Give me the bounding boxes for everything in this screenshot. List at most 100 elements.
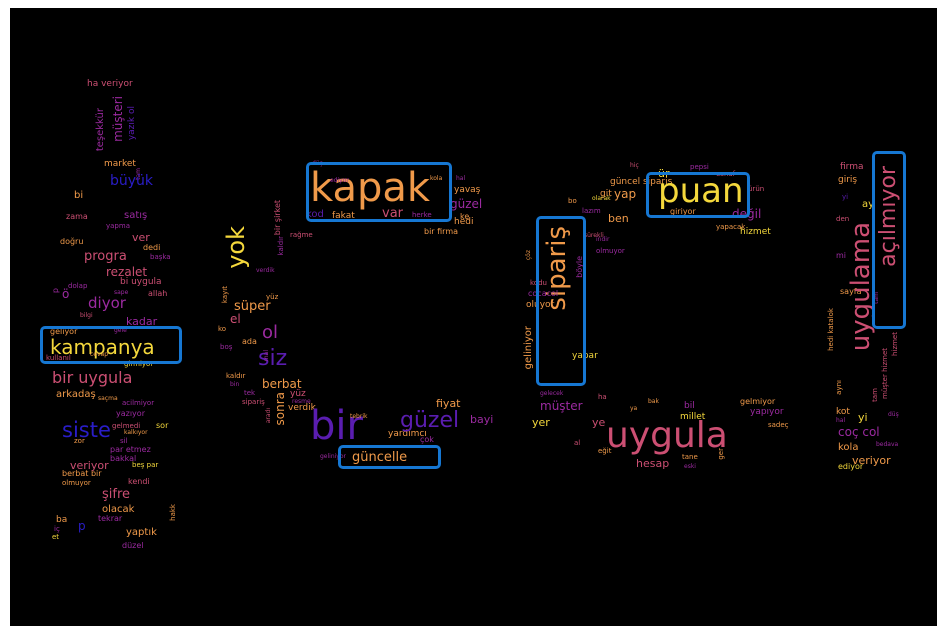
- word: mal: [263, 350, 270, 362]
- word: sor: [156, 421, 169, 430]
- word: saçma: [98, 395, 118, 402]
- word: p: [10, 8, 11, 9]
- word: et: [52, 533, 60, 541]
- word: ke: [460, 212, 470, 221]
- word: ko: [218, 325, 227, 333]
- word: yi: [842, 193, 849, 201]
- word: olarak: [592, 195, 611, 202]
- word: kampanya: [50, 335, 155, 359]
- word: iç: [54, 525, 60, 533]
- word: pepsi: [690, 163, 709, 171]
- word: hal: [456, 175, 466, 182]
- word: şifre: [102, 487, 131, 502]
- word: kalkıyor: [124, 429, 148, 436]
- word: yardımcı: [388, 429, 427, 439]
- word: ye: [592, 416, 606, 429]
- word: ha veriyor: [87, 79, 133, 89]
- word: boş: [220, 343, 233, 351]
- word: bedava: [876, 441, 899, 448]
- word: büyük: [110, 173, 154, 189]
- word: giriyor: [670, 207, 696, 216]
- word: satış: [124, 210, 148, 221]
- word: hedi: [454, 217, 474, 227]
- word: ben: [608, 212, 629, 225]
- word: p: [51, 288, 60, 294]
- highlight-acilmiyor: [872, 151, 906, 329]
- word: yapma: [106, 222, 130, 230]
- word: coç col: [838, 425, 880, 439]
- word: firma: [840, 162, 864, 172]
- word: yapıyor: [750, 407, 784, 417]
- word: sonra: [273, 392, 287, 426]
- word: yi: [858, 411, 868, 424]
- word: ürün: [748, 185, 765, 193]
- word: bir firma: [10, 8, 15, 9]
- word: sadeç: [768, 421, 789, 429]
- word: diyor: [88, 294, 126, 312]
- word: sil: [120, 437, 128, 445]
- word: zor: [74, 437, 85, 445]
- word: progra: [84, 249, 127, 264]
- word: al: [574, 439, 581, 447]
- word: müşter: [540, 399, 583, 413]
- word: gelecek: [540, 390, 564, 397]
- word: lazım: [582, 207, 601, 215]
- word: ediyor: [330, 177, 349, 184]
- word: p: [78, 519, 86, 533]
- word: git: [600, 189, 612, 199]
- word: bayi: [470, 413, 494, 426]
- word: veriyor: [70, 459, 109, 472]
- word: bi uygula: [120, 277, 162, 287]
- word: ha: [598, 393, 607, 401]
- word: par etmez: [110, 445, 151, 454]
- word: ediyor: [838, 462, 864, 471]
- word: ö: [62, 287, 70, 301]
- word: güzel: [400, 408, 460, 433]
- word: berbat: [262, 377, 302, 391]
- word-cloud-canvas: ha veriyor teşekkür müşteri yazık ol mar…: [10, 8, 937, 626]
- word: verdik: [288, 403, 316, 413]
- word: ol: [10, 8, 11, 9]
- word: sayfa: [840, 287, 862, 296]
- word: kadar: [126, 315, 158, 328]
- word: kola: [430, 175, 443, 182]
- word: tebrik: [350, 413, 368, 420]
- word: ger: [717, 448, 725, 460]
- word: rezalet: [106, 265, 148, 279]
- word: puan: [658, 171, 744, 211]
- word: arkadaş: [56, 389, 96, 400]
- word: siz: [258, 346, 288, 371]
- word: teşekkür: [95, 108, 106, 152]
- word: bilgi: [80, 312, 93, 319]
- word: uygulama: [846, 222, 876, 352]
- word: sürekli: [584, 232, 604, 239]
- word: cevap: [90, 351, 109, 358]
- word: acilmiyor: [122, 399, 155, 407]
- word: başka: [150, 253, 171, 261]
- word: tek: [244, 389, 256, 397]
- highlight-guncelle: [338, 445, 441, 469]
- word: ay: [862, 199, 875, 210]
- word: den: [836, 215, 850, 223]
- word: olmuyor: [596, 247, 625, 255]
- word: bir: [310, 403, 363, 449]
- word: mi: [836, 251, 847, 260]
- word: sipariş: [242, 398, 265, 406]
- word: dedi: [143, 243, 161, 252]
- word: yüz: [290, 389, 306, 399]
- word: giriş: [838, 175, 858, 185]
- word: ada: [242, 337, 257, 346]
- word: yapacak: [716, 223, 746, 231]
- word: güncelle: [352, 450, 408, 465]
- word: yer: [532, 416, 550, 429]
- word: güncel siparis: [610, 177, 673, 187]
- word: kola: [838, 442, 859, 453]
- word: beş par: [132, 461, 159, 469]
- word: bo: [568, 197, 577, 205]
- word: allah: [148, 289, 168, 298]
- highlight-kampanya: [40, 326, 182, 364]
- word: bir firma: [424, 227, 459, 236]
- word: girmiyor: [124, 360, 154, 368]
- word: bak: [648, 398, 659, 405]
- word: rağme: [290, 231, 313, 239]
